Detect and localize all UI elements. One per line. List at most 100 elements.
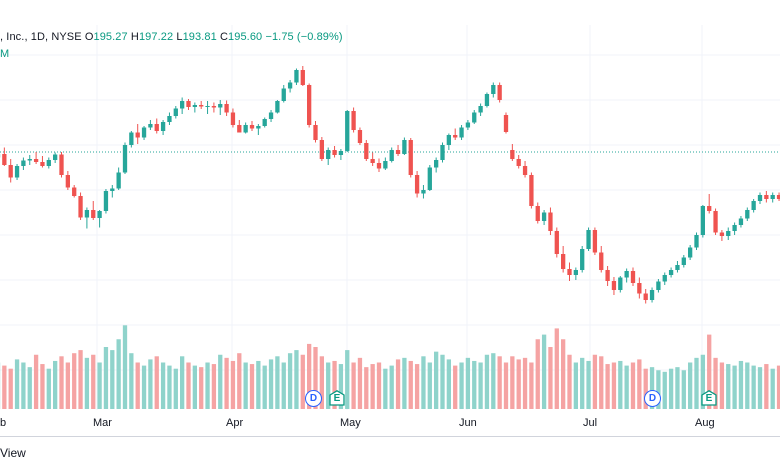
volume-bar — [656, 370, 661, 409]
candle-body — [770, 195, 775, 199]
candle-body — [224, 104, 229, 113]
candle-body — [427, 167, 432, 190]
candle-body — [211, 106, 217, 108]
volume-bar — [192, 365, 197, 409]
volume-bar — [129, 353, 134, 409]
volume-bar — [59, 356, 64, 409]
candle-body — [694, 235, 699, 248]
dividend-marker[interactable]: D — [305, 390, 322, 407]
candle-body — [230, 112, 236, 125]
volume-bar — [243, 362, 248, 409]
candle-body — [529, 175, 534, 206]
candle-body — [160, 122, 166, 131]
month-label-may: May — [340, 417, 361, 429]
candle-body — [364, 143, 369, 159]
volume-bar — [84, 357, 90, 409]
high-value: 197.22 — [138, 31, 174, 43]
candle-body — [535, 206, 540, 221]
earnings-marker[interactable]: E — [701, 390, 717, 406]
volume-bar — [719, 362, 725, 409]
candle-body — [688, 247, 693, 258]
candle-body — [287, 82, 293, 89]
candle-body — [281, 88, 286, 101]
candle-body — [376, 163, 382, 169]
volume-bar — [78, 350, 83, 409]
volume-bar — [738, 360, 744, 409]
candle-body — [332, 150, 337, 155]
candle-body — [408, 140, 413, 175]
month-label-feb: b — [0, 417, 7, 429]
volume-bar — [65, 362, 70, 409]
volume-bar — [446, 359, 451, 409]
candle-body — [300, 70, 305, 85]
candle-body — [446, 135, 451, 145]
candle-body — [345, 111, 350, 151]
candle-body — [745, 210, 750, 219]
volume-bar — [110, 350, 115, 409]
volume-bar — [376, 362, 382, 409]
volume-bar — [14, 359, 20, 409]
volume-bar — [427, 362, 432, 409]
volume-bar — [160, 362, 166, 409]
volume-bar — [694, 357, 699, 409]
candle-body — [186, 101, 191, 107]
candle-body — [624, 271, 629, 278]
volume-bar — [751, 365, 756, 409]
volume-bar — [434, 351, 439, 409]
candle-body — [78, 196, 83, 218]
volume-bar — [256, 360, 261, 409]
candle-body — [764, 195, 769, 199]
volume-bar — [497, 356, 502, 409]
earnings-marker[interactable]: E — [329, 390, 345, 406]
candle-body — [256, 126, 261, 129]
candle-body — [656, 281, 661, 290]
candle-body — [751, 201, 756, 210]
month-label-aug: Aug — [695, 417, 715, 429]
volume-bar — [707, 334, 712, 409]
ohlc-legend: , Inc., 1D, NYSE O195.27 H197.22 L193.81… — [0, 31, 343, 43]
volume-bar — [332, 360, 337, 409]
candle-body — [510, 150, 515, 159]
volume-bar — [199, 367, 204, 409]
candle-body — [173, 108, 178, 116]
candle-body — [649, 290, 655, 300]
candle-body — [103, 191, 109, 211]
candle-body — [573, 270, 578, 275]
volume-bar — [300, 354, 305, 409]
candle-body — [726, 231, 731, 236]
candle-body — [389, 150, 394, 161]
volume-bar — [541, 334, 547, 409]
candle-body — [491, 85, 496, 94]
candle-body — [122, 145, 128, 173]
candle-body — [611, 281, 617, 290]
volume-bar — [618, 360, 623, 409]
volume-bar — [522, 357, 528, 409]
volume-bar — [478, 362, 483, 409]
candle-body — [307, 85, 312, 125]
volume-bar — [319, 356, 324, 409]
candle-body — [351, 111, 356, 130]
volume-bar — [167, 365, 172, 409]
dividend-marker[interactable]: D — [644, 390, 661, 407]
month-label-jun: Jun — [459, 417, 477, 429]
volume-bar — [268, 359, 274, 409]
candle-body — [643, 293, 648, 300]
volume-bar — [103, 347, 109, 409]
volume-bar — [307, 343, 312, 409]
candle-body — [326, 150, 331, 159]
volume-bar — [662, 371, 667, 409]
candle-body — [65, 175, 70, 188]
volume-bar — [46, 368, 51, 409]
candle-body — [707, 206, 712, 211]
candle-body — [53, 154, 58, 160]
candle-body — [738, 218, 744, 225]
candle-body — [478, 106, 483, 113]
candle-body — [434, 160, 439, 168]
candle-body — [732, 225, 737, 231]
volume-bar — [599, 356, 604, 409]
candle-body — [541, 212, 547, 221]
volume-bar — [713, 357, 718, 409]
volume-bar — [180, 356, 185, 409]
